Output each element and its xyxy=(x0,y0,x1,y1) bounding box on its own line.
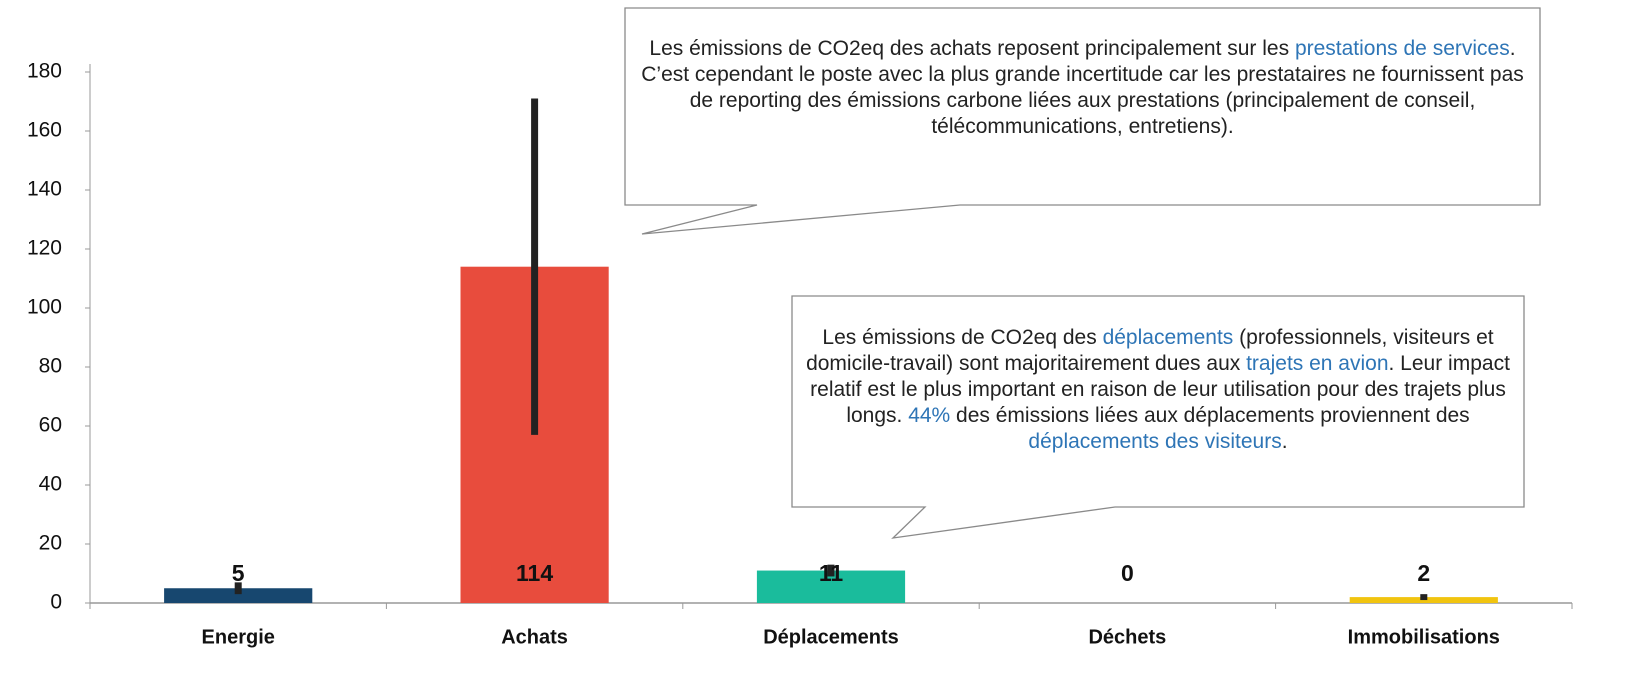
annotation-text: déplacements des visiteurs xyxy=(1028,430,1282,453)
annotation-text: Les émissions de CO2eq des achats repose… xyxy=(649,37,1295,60)
x-tick-label: Immobilisations xyxy=(1348,626,1500,648)
y-tick-label: 140 xyxy=(27,178,62,201)
y-tick-label: 100 xyxy=(27,296,62,319)
y-tick-label: 80 xyxy=(39,355,62,378)
x-tick-label: Déplacements xyxy=(763,626,899,648)
callout-box xyxy=(791,295,1525,539)
annotation-text: des émissions liées aux déplacements pro… xyxy=(950,404,1470,427)
x-tick-label: Energie xyxy=(202,626,275,648)
annotation: Les émissions de CO2eq des déplacements … xyxy=(802,325,1514,455)
y-tick-label: 160 xyxy=(27,119,62,142)
annotation-text: trajets en avion xyxy=(1246,352,1389,375)
x-tick-label: Déchets xyxy=(1088,626,1166,648)
y-tick-label: 0 xyxy=(50,591,62,614)
annotation-text: 44% xyxy=(908,404,951,427)
annotation-text: . C’est cependant le poste avec la plus … xyxy=(641,37,1524,138)
bar xyxy=(164,588,313,603)
annotation-text: . Leur impact relatif est le plus import… xyxy=(810,352,1510,427)
annotation-text: (professionnels, visiteurs et domicile-t… xyxy=(806,326,1494,375)
y-tick-label: 180 xyxy=(27,60,62,83)
annotation: Les émissions de CO2eq des achats repose… xyxy=(640,36,1525,140)
data-label: 0 xyxy=(1121,560,1134,586)
data-label: 2 xyxy=(1417,560,1430,586)
y-tick-label: 60 xyxy=(39,414,62,437)
data-label: 11 xyxy=(819,560,844,586)
annotation-text: . xyxy=(1281,430,1288,453)
annotation-text: Les émissions de CO2eq des xyxy=(822,326,1103,349)
y-tick-label: 20 xyxy=(39,532,62,555)
data-label: 114 xyxy=(516,560,553,586)
callout-box xyxy=(624,7,1541,235)
annotation-text: déplacements xyxy=(1102,326,1234,349)
data-label: 5 xyxy=(232,560,245,586)
x-tick-label: Achats xyxy=(501,626,568,648)
annotation-text: prestations de services xyxy=(1294,37,1510,60)
y-tick-label: 120 xyxy=(27,237,62,260)
y-tick-label: 40 xyxy=(39,473,62,496)
